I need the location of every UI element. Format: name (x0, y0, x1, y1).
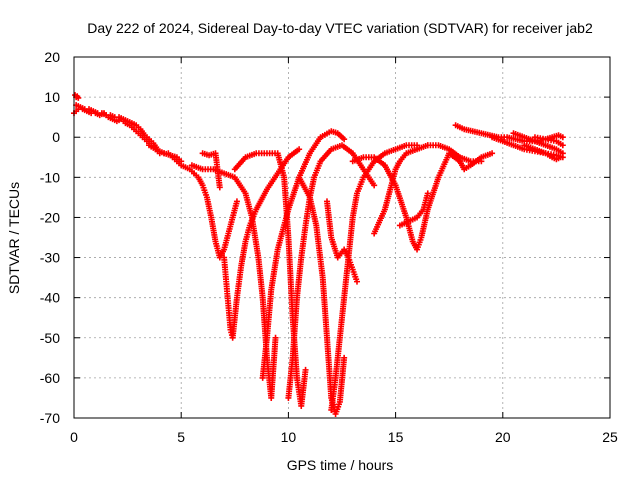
y-tick-label: 10 (44, 89, 60, 105)
y-tick-label: 20 (44, 49, 60, 65)
data-point-marker (178, 158, 185, 165)
x-tick-label: 25 (602, 429, 618, 445)
data-point-marker (296, 146, 303, 153)
plot-frame (73, 56, 611, 419)
tick-labels: 0 5 10 15 20 25 20 10 0 -10 -20 -30 -40 -50 -60 -70 (40, 49, 618, 445)
data-point-marker (272, 334, 279, 341)
x-tick-label: 15 (388, 429, 404, 445)
data-point-marker (489, 150, 496, 157)
x-tick-label: 0 (70, 429, 78, 445)
y-tick-label: -70 (40, 410, 60, 426)
y-tick-label: -10 (40, 169, 60, 185)
data-point-marker (557, 154, 564, 161)
y-tick-label: -40 (40, 290, 60, 306)
y-tick-label: 0 (52, 129, 60, 145)
data-point-marker (559, 142, 566, 149)
data-point-marker (371, 182, 378, 189)
chart-title: Day 222 of 2024, Sidereal Day-to-day VTE… (87, 20, 593, 36)
data-point-marker (354, 278, 361, 285)
data-point-marker (233, 198, 240, 205)
data-point-marker (75, 94, 82, 101)
data-points (71, 92, 566, 417)
x-axis-title: GPS time / hours (287, 457, 394, 473)
data-point-marker (341, 354, 348, 361)
data-point-marker (341, 136, 348, 143)
y-tick-label: -30 (40, 250, 60, 266)
x-tick-label: 5 (177, 429, 185, 445)
data-point-marker (302, 366, 309, 373)
x-tick-label: 10 (281, 429, 297, 445)
data-point-marker (559, 150, 566, 157)
data-point-marker (559, 134, 566, 141)
y-tick-label: -50 (40, 330, 60, 346)
data-point-marker (216, 184, 223, 191)
y-tick-label: -60 (40, 370, 60, 386)
data-point-marker (424, 190, 431, 197)
y-tick-label: -20 (40, 209, 60, 225)
y-axis-title: SDTVAR / TECUs (6, 182, 22, 294)
x-tick-label: 20 (495, 429, 511, 445)
